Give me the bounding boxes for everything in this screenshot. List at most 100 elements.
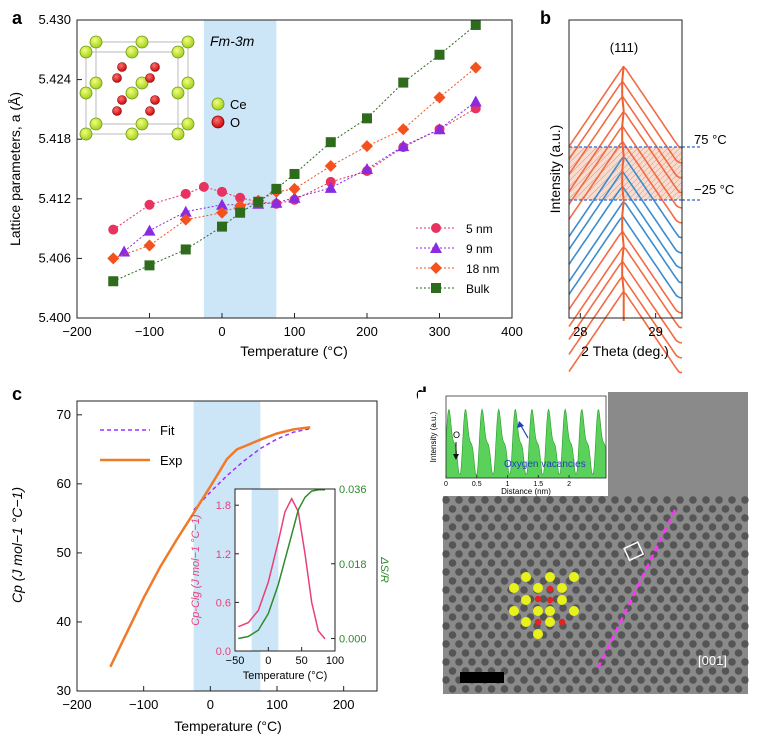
d-lattice-spot: [578, 559, 587, 567]
b-x-tick-label: 28: [573, 324, 587, 339]
d-lattice-spot: [513, 649, 522, 657]
d-lattice-spot: [715, 676, 723, 684]
d-lattice-spot: [468, 532, 476, 540]
d-lattice-spot: [487, 541, 496, 549]
o-atom: [112, 73, 122, 83]
d-lattice-spot: [539, 541, 548, 549]
ce-atom: [181, 117, 195, 131]
c-inset-left-tick-label: 0.0: [216, 646, 231, 658]
d-lattice-spot: [624, 568, 632, 576]
d-lattice-spot: [539, 577, 548, 585]
d-lattice-spot: [494, 658, 502, 666]
b-y-axis-label: Intensity (a.u.): [547, 125, 563, 214]
d-ce-atom-overlay: [521, 595, 531, 605]
d-lattice-spot: [721, 541, 730, 549]
d-ce-atom-overlay: [545, 572, 555, 582]
panel-d-image: [001] 0 0.5 1 1.5 2 Intensity (a.u.) Distanc…: [418, 392, 749, 694]
d-lattice-spot: [500, 577, 509, 585]
d-lattice-spot: [643, 541, 652, 549]
d-lattice-spot: [461, 613, 470, 621]
d-lattice-spot: [520, 676, 528, 684]
d-lattice-spot: [513, 595, 522, 603]
d-lattice-spot: [728, 676, 736, 684]
b-label-75c: 75 °C: [694, 132, 727, 147]
d-lattice-spot: [565, 631, 574, 639]
d-lattice-spot: [546, 532, 554, 540]
ce-atom: [135, 35, 149, 49]
d-vacancy-arrow-head: [517, 421, 524, 428]
d-lattice-spot: [689, 532, 697, 540]
d-lattice-spot: [656, 505, 665, 513]
d-lattice-spot: [676, 496, 684, 504]
d-lattice-spot: [630, 595, 639, 603]
d-lattice-spot: [663, 658, 671, 666]
d-lattice-spot: [494, 532, 502, 540]
d-lattice-spot: [728, 640, 736, 648]
d-lattice-spot: [448, 559, 457, 567]
d-lattice-spot: [617, 649, 626, 657]
d-lattice-spot: [598, 622, 606, 630]
d-lattice-spot: [617, 505, 626, 513]
d-lattice-spot: [539, 505, 548, 513]
d-profile-y-label: Intensity (a.u.): [429, 411, 438, 462]
d-lattice-spot: [611, 514, 619, 522]
ce-atom: [135, 76, 149, 90]
d-lattice-spot: [559, 604, 567, 612]
d-lattice-spot: [669, 667, 678, 675]
d-lattice-spot: [650, 658, 658, 666]
ce-legend-label: Ce: [230, 97, 247, 112]
d-lattice-spot: [650, 604, 658, 612]
legend-label-5nm: 5 nm: [466, 222, 493, 236]
d-lattice-spot: [611, 640, 619, 648]
c-y-axis-label: Cp (J mol−1 °C−1): [9, 487, 25, 603]
o-atom: [145, 106, 155, 116]
d-lattice-spot: [591, 523, 600, 531]
a-point-18nm: [361, 140, 373, 153]
d-lattice-spot: [637, 622, 645, 630]
d-lattice-spot: [650, 532, 658, 540]
d-lattice-spot: [578, 541, 587, 549]
d-zone-axis-label: [001]: [698, 653, 727, 668]
d-lattice-spot: [611, 658, 619, 666]
d-lattice-spot: [448, 613, 457, 621]
d-lattice-spot: [572, 532, 580, 540]
d-lattice-spot: [533, 640, 541, 648]
d-lattice-spot: [507, 658, 515, 666]
d-lattice-spot: [695, 595, 704, 603]
d-lattice-spot: [513, 685, 522, 693]
d-lattice-spot: [708, 649, 717, 657]
d-lattice-spot: [611, 568, 619, 576]
d-lattice-spot: [669, 595, 678, 603]
d-lattice-spot: [507, 496, 515, 504]
ce-atom: [171, 127, 185, 141]
d-lattice-spot: [448, 577, 457, 585]
a-point-Bulk: [470, 19, 481, 30]
d-lattice-spot: [682, 613, 691, 621]
d-lattice-spot: [734, 595, 743, 603]
d-lattice-spot: [715, 622, 723, 630]
d-lattice-spot: [565, 667, 574, 675]
d-lattice-spot: [708, 667, 717, 675]
d-lattice-spot: [695, 649, 704, 657]
a-point-9nm: [361, 163, 373, 174]
d-lattice-spot: [585, 550, 593, 558]
d-lattice-spot: [637, 586, 645, 594]
d-lattice-spot: [695, 577, 704, 585]
d-lattice-spot: [468, 586, 476, 594]
c-y-tick-label: 50: [57, 545, 71, 560]
d-lattice-spot: [507, 676, 515, 684]
c-inset-entropy-line: [238, 489, 325, 640]
d-lattice-spot: [526, 649, 535, 657]
d-lattice-spot: [559, 676, 567, 684]
d-lattice-spot: [643, 505, 652, 513]
a-series-line-18nm: [113, 67, 477, 259]
d-lattice-spot: [559, 532, 567, 540]
d-lattice-spot: [630, 667, 639, 675]
d-lattice-spot: [682, 559, 691, 567]
d-lattice-spot: [695, 685, 704, 693]
ce-legend-icon: [211, 97, 225, 111]
d-lattice-spot: [591, 631, 600, 639]
d-lattice-spot: [604, 505, 613, 513]
d-lattice-spot: [721, 685, 730, 693]
d-lattice-spot: [734, 559, 743, 567]
